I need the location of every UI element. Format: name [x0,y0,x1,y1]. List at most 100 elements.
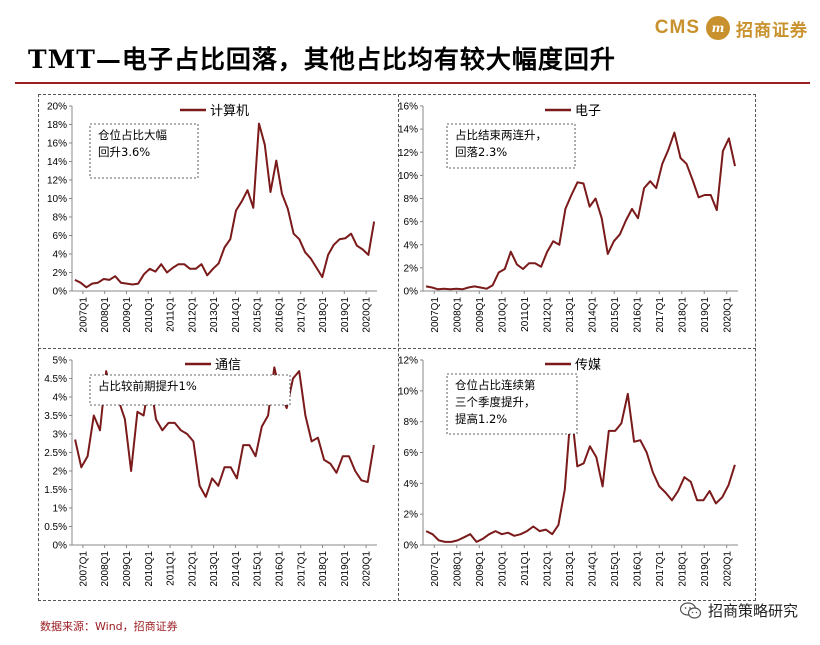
x-tick-label: 2017Q1 [296,297,307,333]
x-tick-label: 2011Q1 [166,297,177,332]
x-tick-label: 2007Q1 [78,297,89,333]
annotation-box [89,374,291,406]
x-tick-label: 2013Q1 [209,551,220,587]
computer-chart: 0% 2% 4% 6% 8% 10% 12% 14% 16% 18% 20% 2007Q1 2008Q1… [47,102,377,333]
x-tick-label: 2008Q1 [100,297,111,333]
y-tick-label: 8% [404,417,419,428]
y-tick-label: 16% [47,139,67,150]
x-tick-label: 2016Q1 [274,551,285,587]
x-tick-label: 2018Q1 [318,551,329,587]
x-tick-label: 2018Q1 [318,297,329,333]
brand-logo-icon: m [706,16,730,40]
x-tick-label: 2015Q1 [253,297,264,333]
x-tick-label: 2010Q1 [144,551,155,587]
y-tick-label: 0% [404,287,419,298]
x-tick-label: 2009Q1 [122,297,133,333]
x-tick-label: 2013Q1 [565,297,576,333]
series-line [425,131,736,291]
x-tick-label: 2014Q1 [587,551,598,587]
y-tick-label: 2.5% [44,448,67,459]
x-tick-label: 2016Q1 [274,297,285,333]
x-tick-label: 2007Q1 [78,551,89,587]
annotation-box [446,123,576,169]
brand-cms-text: CMS [654,17,700,38]
y-tick-label: 1.5% [44,485,67,496]
x-tick-label: 2010Q1 [497,297,508,333]
y-tick-label: 2% [404,510,419,521]
y-tick-label: 4% [404,240,419,251]
x-tick-label: 2019Q1 [700,297,711,333]
y-tick-label: 12% [47,176,67,187]
y-tick-label: 6% [53,231,68,242]
x-tick-label: 2011Q1 [520,297,531,332]
x-tick-label: 2012Q1 [542,551,553,587]
y-tick-label: 4.5% [44,374,67,385]
y-tick-label: 0% [404,541,419,552]
x-tick-label: 2017Q1 [296,551,307,587]
x-tick-label: 2015Q1 [610,297,621,333]
x-tick-label: 2010Q1 [497,551,508,587]
x-tick-label: 2013Q1 [209,297,220,333]
series-line [74,122,376,289]
x-tick-label: 2012Q1 [542,297,553,333]
charts-frame [38,94,756,601]
x-tick-label: 2007Q1 [430,297,441,333]
x-tick-label: 2020Q1 [722,551,733,587]
y-tick-label: 2% [53,467,68,478]
legend-label: 传媒 [575,358,601,373]
x-tick-label: 2019Q1 [340,297,351,333]
media-chart: 0% 2% 4% 6% 8% 10% 12% 2007Q1 2008Q1 2009Q1 2010Q1… [398,356,738,587]
y-tick-label: 12% [398,148,418,159]
telecom-chart: 0% 0.5% 1% 1.5% 2% 2.5% 3% 3.5% 4% 4.5% 5% 2007Q1 20… [44,356,377,587]
x-tick-label: 2013Q1 [565,551,576,587]
x-tick-label: 2015Q1 [253,551,264,587]
electronics-chart: 0% 2% 4% 6% 8% 10% 12% 14% 16% 2007Q1 2008Q1 2009Q1… [398,102,738,333]
annotation-text: 占比结束两连升， [455,128,547,142]
x-tick-label: 2014Q1 [231,551,242,587]
y-tick-label: 12% [398,356,418,367]
x-tick-label: 2008Q1 [100,551,111,587]
x-tick-label: 2007Q1 [430,551,441,587]
x-tick-label: 2010Q1 [144,297,155,333]
y-tick-label: 4% [53,393,68,404]
y-tick-label: 4% [404,479,419,490]
wechat-name: 招商策略研究 [707,602,798,620]
y-tick-label: 8% [404,194,419,205]
y-tick-label: 10% [47,194,67,205]
annotation-box [89,123,199,179]
annotation-text: 提高1.2% [455,412,507,426]
y-tick-label: 6% [404,217,419,228]
annotation-text: 仓位占比连续第 [455,378,536,392]
y-tick-label: 8% [53,213,68,224]
annotation-text: 三个季度提升， [455,395,536,409]
y-tick-label: 10% [398,386,418,397]
x-tick-label: 2012Q1 [187,551,198,587]
x-tick-label: 2014Q1 [587,297,598,333]
y-tick-label: 0% [53,287,68,298]
x-tick-label: 2011Q1 [166,551,177,586]
x-tick-label: 2018Q1 [677,551,688,587]
charts-horizontal-divider [38,348,756,349]
series-line [425,392,736,543]
y-tick-label: 16% [398,102,418,113]
legend-label: 电子 [575,104,601,119]
x-tick-label: 2012Q1 [187,297,198,333]
wechat-account: 招商策略研究 [679,600,798,621]
y-tick-label: 6% [404,448,419,459]
y-tick-label: 18% [47,120,67,131]
annotation-text: 回升3.6% [98,145,150,159]
x-tick-label: 2020Q1 [362,551,373,587]
x-tick-label: 2009Q1 [475,297,486,333]
legend-label: 通信 [215,358,241,373]
x-tick-label: 2019Q1 [700,551,711,587]
y-tick-label: 2% [53,268,68,279]
x-tick-label: 2017Q1 [655,551,666,587]
y-tick-label: 3.5% [44,411,67,422]
y-tick-label: 0% [53,541,68,552]
x-tick-label: 2014Q1 [231,297,242,333]
x-tick-label: 2019Q1 [340,551,351,587]
x-tick-label: 2011Q1 [520,551,531,586]
annotation-text: 仓位占比大幅 [98,128,167,142]
y-tick-label: 14% [398,125,418,136]
series-line [74,366,375,498]
